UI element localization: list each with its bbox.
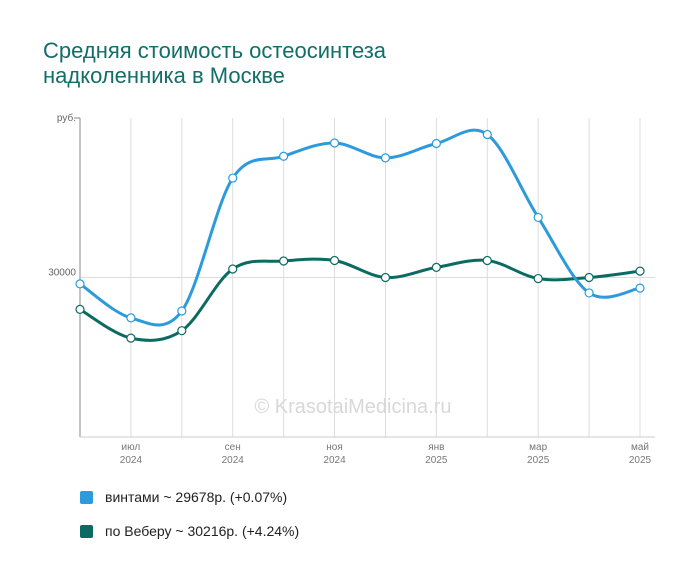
data-point-po-veberu[interactable] (126, 333, 136, 343)
y-axis-unit-label: руб. (57, 112, 76, 124)
data-point-vintami[interactable] (177, 306, 187, 316)
x-tick-label-month: май (631, 442, 649, 453)
series-line-po-veberu (78, 257, 642, 342)
x-tick-label-month: мар (529, 442, 547, 453)
legend-swatch-vintami (80, 490, 93, 504)
data-point-po-veberu[interactable] (380, 272, 391, 283)
y-tick-label: 30000 (48, 268, 76, 279)
series-layer (75, 128, 645, 343)
chart-title-line-2: надколенника в Москве (43, 63, 285, 88)
x-tick-label-month: сен (225, 442, 241, 453)
data-point-po-veberu[interactable] (635, 266, 645, 276)
x-tick-label-month: янв (428, 442, 444, 453)
legend-label-po-veberu: по Веберу ~ 30216р. (+4.24%) (105, 523, 300, 539)
data-point-vintami[interactable] (279, 151, 289, 161)
data-point-vintami[interactable] (329, 138, 340, 148)
legend-label-vintami: винтами ~ 29678р. (+0.07%) (105, 489, 288, 505)
data-point-vintami[interactable] (635, 283, 645, 293)
data-point-po-veberu[interactable] (75, 304, 85, 314)
data-point-po-veberu[interactable] (228, 264, 238, 274)
data-point-po-veberu[interactable] (329, 255, 340, 266)
x-tick-label-year: 2025 (425, 455, 448, 466)
x-tick-label-month: ноя (326, 442, 343, 453)
watermark: © KrasotaiMedicina.ru (254, 396, 451, 418)
data-point-po-veberu[interactable] (177, 326, 187, 336)
data-point-vintami[interactable] (228, 173, 238, 183)
data-point-vintami[interactable] (533, 212, 543, 223)
data-point-vintami[interactable] (126, 313, 136, 323)
x-tick-label-year: 2025 (527, 455, 550, 466)
legend-item-vintami[interactable]: винтами ~ 29678р. (+0.07%) (80, 486, 299, 508)
x-tick-label-year: 2025 (629, 455, 652, 466)
legend-item-po-veberu[interactable]: по Веберу ~ 30216р. (+4.24%) (80, 520, 299, 542)
x-tick-label-year: 2024 (120, 455, 143, 466)
chart-title: Средняя стоимость остеосинтеза надколенн… (43, 38, 643, 88)
data-point-po-veberu[interactable] (279, 256, 289, 266)
data-point-po-veberu[interactable] (584, 272, 594, 283)
data-point-vintami[interactable] (584, 288, 594, 298)
x-tick-label-month: июл (122, 442, 141, 453)
chart-title-line-1: Средняя стоимость остеосинтеза (43, 38, 387, 63)
x-tick-label-year: 2024 (222, 455, 245, 466)
data-point-po-veberu[interactable] (431, 262, 441, 272)
series-line-vintami (78, 128, 642, 327)
data-point-po-veberu[interactable] (533, 273, 543, 284)
chart-axes: 30000 руб. июл 2024 сен 2024 ноя 2024 янв 2025 мар… (48, 112, 655, 466)
legend: винтами ~ 29678р. (+0.07%) по Веберу ~ 3… (80, 486, 299, 554)
data-point-vintami[interactable] (482, 129, 492, 140)
data-point-vintami[interactable] (75, 279, 85, 289)
data-point-vintami[interactable] (380, 153, 391, 163)
data-point-po-veberu[interactable] (482, 255, 492, 266)
x-tick-label-year: 2024 (323, 455, 346, 466)
chart-grid (80, 118, 655, 437)
legend-swatch-po-veberu (80, 524, 93, 538)
data-point-vintami[interactable] (431, 138, 441, 149)
